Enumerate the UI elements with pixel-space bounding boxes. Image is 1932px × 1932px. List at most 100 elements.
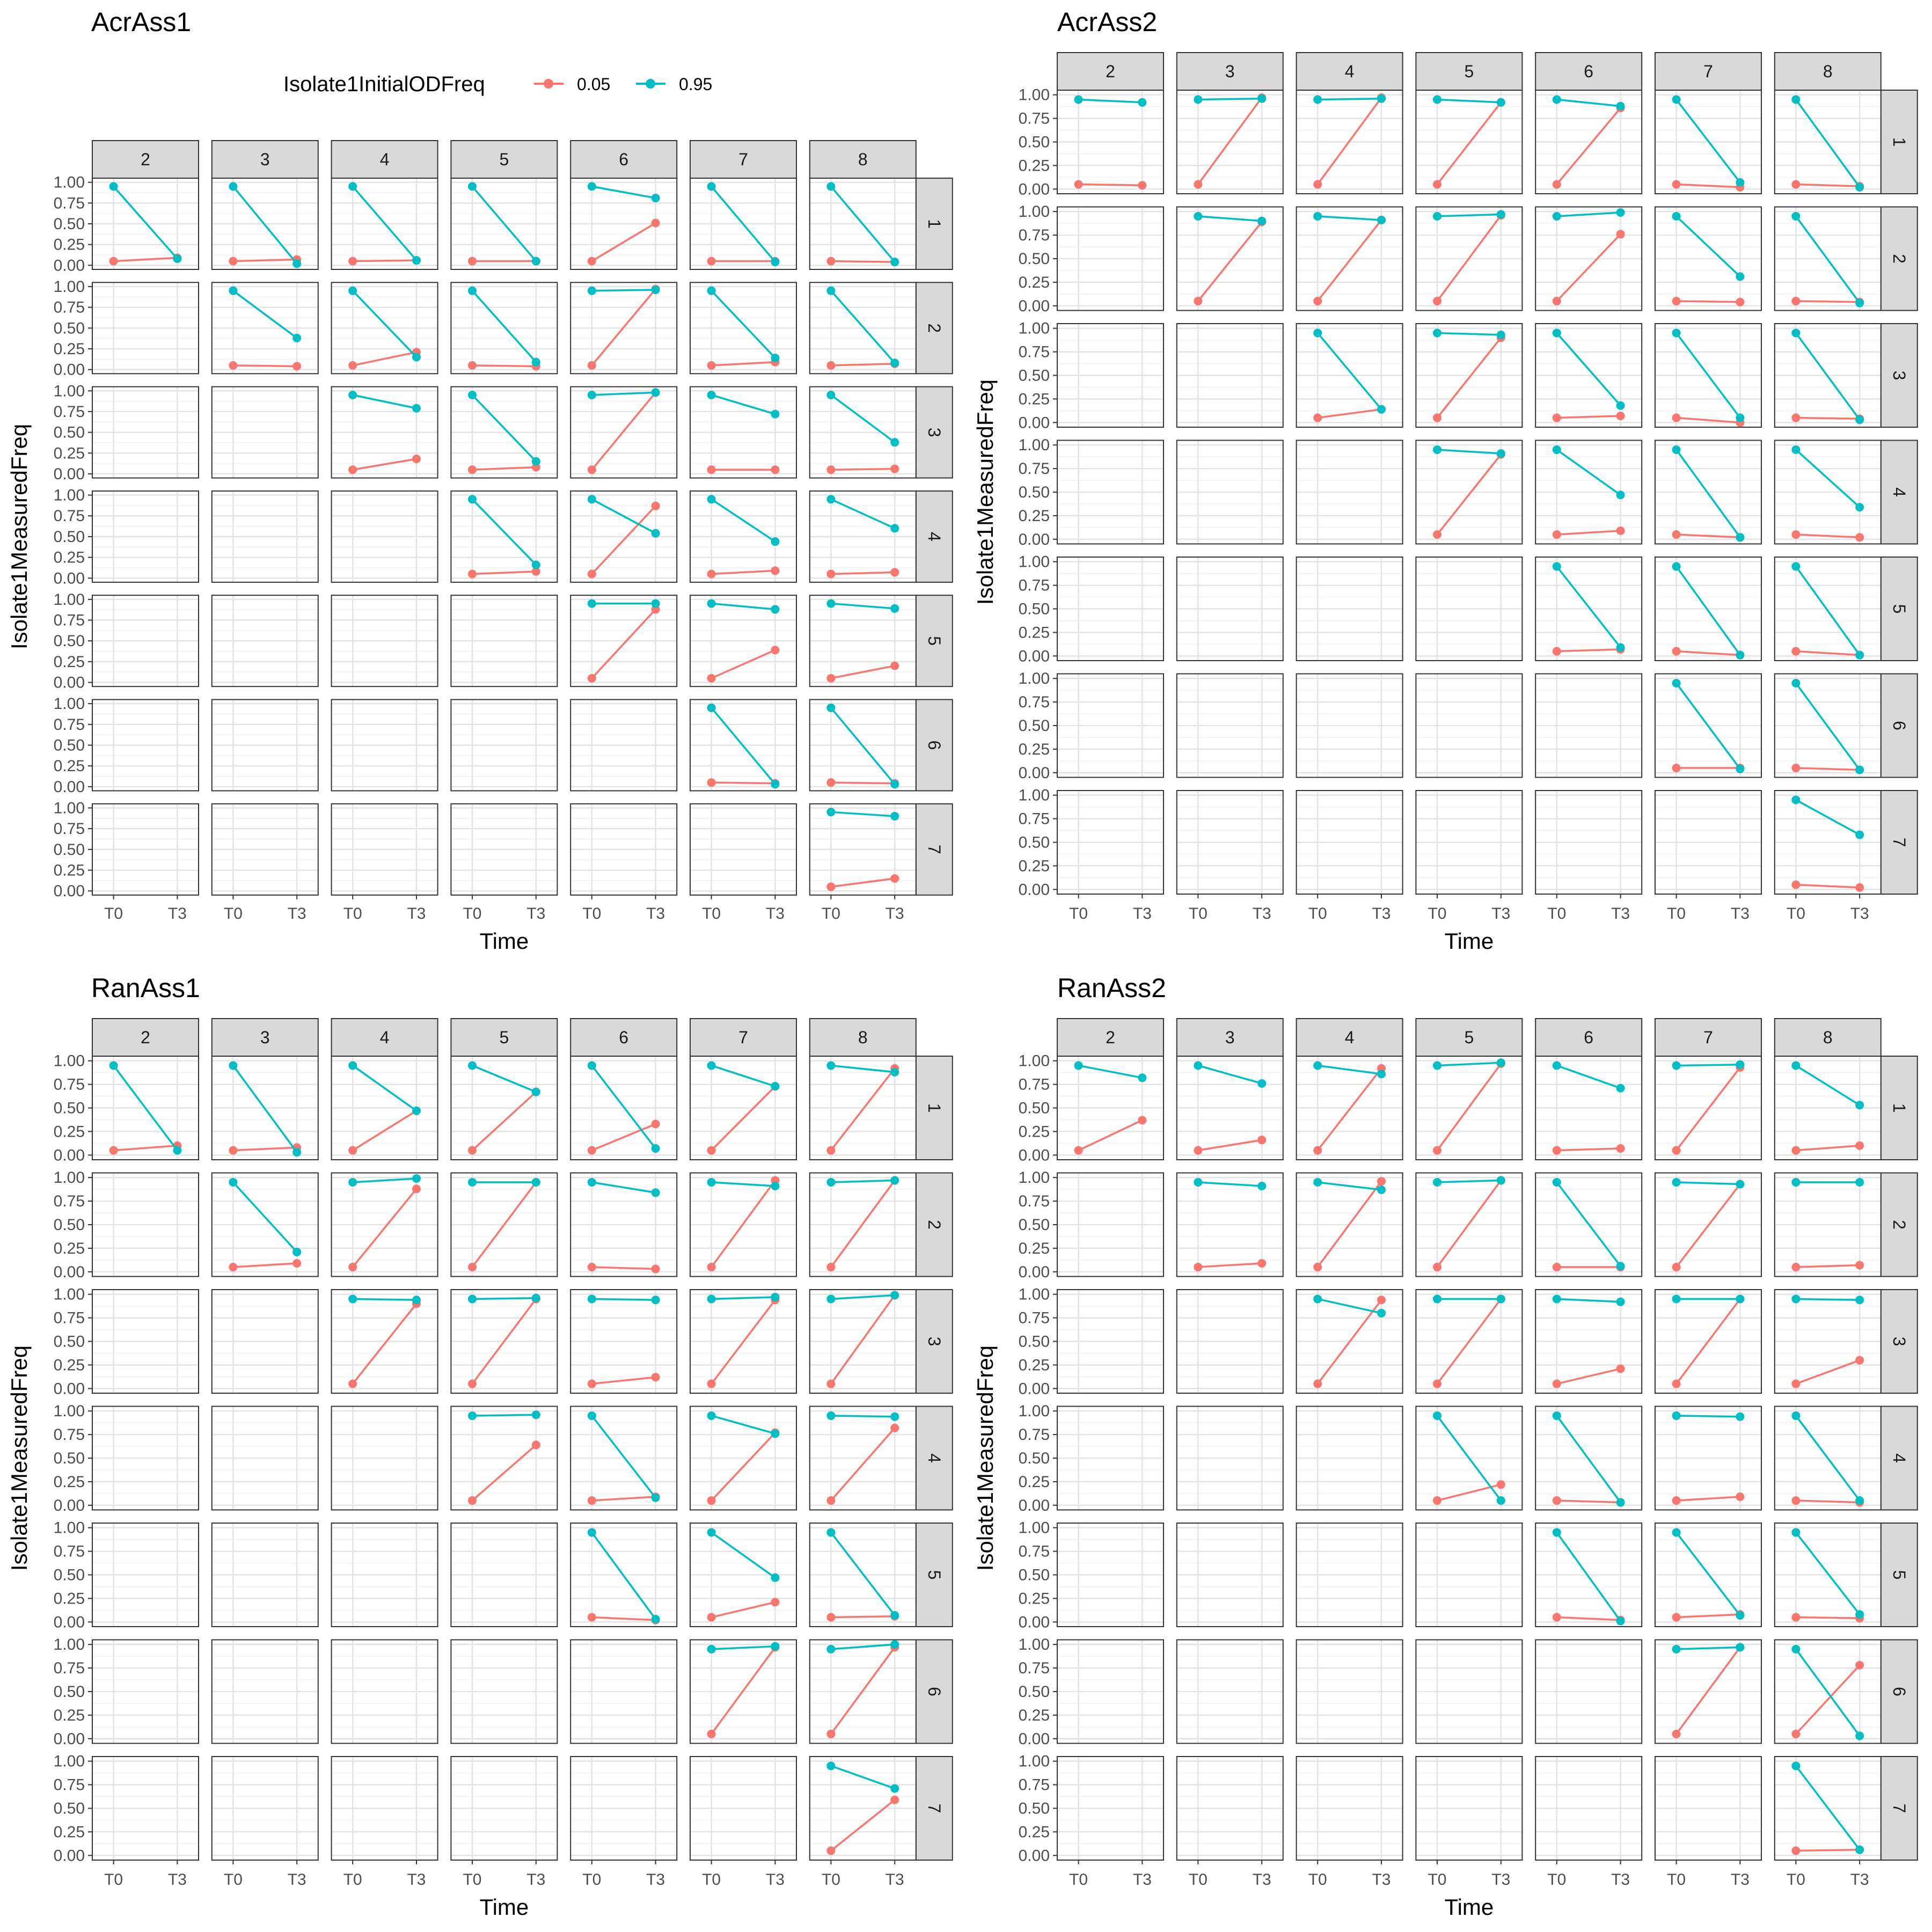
legend-label-low: 0.05 bbox=[577, 75, 610, 94]
data-point-high-T0 bbox=[229, 182, 238, 191]
y-tick-label: 1.00 bbox=[54, 1402, 85, 1420]
series-line-low bbox=[591, 222, 656, 262]
data-point-low-T0 bbox=[707, 569, 716, 579]
y-tick-label: 0.00 bbox=[1019, 1263, 1050, 1281]
col-strip-label-4: 4 bbox=[1345, 62, 1355, 81]
series-line-low bbox=[352, 458, 417, 471]
x-tick-label: T3 bbox=[168, 905, 187, 923]
data-point-low-T0 bbox=[587, 569, 596, 579]
y-tick-label: 1.00 bbox=[1019, 1169, 1050, 1187]
y-tick-label: 0.00 bbox=[1019, 647, 1050, 665]
series-line-low bbox=[472, 364, 536, 368]
panel-border bbox=[1535, 790, 1643, 895]
y-tick-label: 0.00 bbox=[1019, 1730, 1050, 1748]
y-tick-label: 0.00 bbox=[54, 1847, 85, 1864]
panel-series-r4-c5 bbox=[1433, 445, 1505, 539]
y-tick-label: 1.00 bbox=[1019, 436, 1050, 454]
panel-r1-c3 bbox=[1176, 1056, 1284, 1160]
row-strip-label-6: 6 bbox=[925, 1687, 944, 1696]
data-point-high-T0 bbox=[1552, 1294, 1561, 1304]
y-tick-label: 1.00 bbox=[1019, 1636, 1050, 1653]
panel-series-r1-c2 bbox=[1074, 1061, 1147, 1155]
row-strip-label-3: 3 bbox=[1890, 371, 1909, 380]
data-point-low-T0 bbox=[1672, 1496, 1681, 1505]
col-strip-3 bbox=[1176, 52, 1284, 91]
data-point-low-T0 bbox=[1672, 297, 1681, 306]
data-point-low-T0 bbox=[707, 1146, 716, 1155]
panel-r4-c7 bbox=[690, 1406, 797, 1511]
series-line-high bbox=[113, 186, 178, 260]
panel-series-r1-c8 bbox=[1791, 95, 1864, 192]
panel-series-r1-c4 bbox=[348, 182, 421, 266]
y-tick-label: 1.00 bbox=[54, 591, 85, 609]
panel-r6-c6 bbox=[1535, 1639, 1643, 1744]
x-tick-label: T0 bbox=[1547, 905, 1566, 923]
data-point-low-T0 bbox=[587, 674, 596, 683]
y-tick-label: 0.50 bbox=[1019, 1683, 1050, 1701]
data-point-high-T3 bbox=[1138, 98, 1147, 107]
data-point-low-T0 bbox=[707, 1730, 716, 1739]
data-point-low-T0 bbox=[1433, 413, 1441, 422]
panel-r7-c5: T0 T3 bbox=[450, 1756, 558, 1889]
data-point-high-T0 bbox=[1672, 562, 1681, 571]
row-strip-1 bbox=[915, 178, 953, 270]
series-line-low bbox=[1556, 530, 1621, 536]
panel-series-r6-c8 bbox=[1791, 678, 1864, 774]
data-point-low-T3 bbox=[890, 874, 899, 883]
panel-series-r2-c4 bbox=[1313, 211, 1386, 306]
data-point-high-T0 bbox=[1433, 95, 1441, 104]
panel-border bbox=[1655, 323, 1762, 428]
y-tick-label: 0.00 bbox=[1019, 297, 1050, 315]
x-tick-label: T3 bbox=[168, 1871, 187, 1889]
panel-border bbox=[1176, 90, 1284, 194]
x-tick-label: T3 bbox=[885, 1871, 904, 1889]
panel-border bbox=[1774, 206, 1882, 311]
series-line-high bbox=[1318, 97, 1382, 101]
data-point-high-T3 bbox=[1736, 1180, 1745, 1189]
y-tick-label: 0.75 bbox=[54, 716, 85, 734]
col-strip-6 bbox=[1535, 52, 1643, 91]
panel-border bbox=[211, 1523, 319, 1627]
series-line-low bbox=[711, 1432, 776, 1502]
data-point-low-T0 bbox=[587, 1146, 596, 1155]
panel-border bbox=[450, 1289, 558, 1394]
series-line-high bbox=[472, 1064, 537, 1093]
y-tick-label: 0.75 bbox=[54, 299, 85, 317]
row-strip-7 bbox=[915, 803, 953, 896]
data-point-low-T0 bbox=[1194, 1146, 1203, 1155]
series-line-high bbox=[1197, 1064, 1262, 1085]
data-point-high-T3 bbox=[1616, 643, 1625, 652]
x-tick-label: T3 bbox=[1731, 1871, 1750, 1889]
series-line-low bbox=[1796, 883, 1860, 889]
series-line-low bbox=[1316, 1181, 1382, 1268]
col-strip-label-4: 4 bbox=[1345, 1028, 1355, 1047]
data-point-low-T0 bbox=[1313, 1146, 1322, 1155]
panel-r6-c6 bbox=[570, 1639, 678, 1744]
y-tick-label: 0.00 bbox=[1019, 1847, 1050, 1864]
panel-series-r5-c7 bbox=[1672, 562, 1745, 660]
y-tick-label: 0.50 bbox=[1019, 1800, 1050, 1818]
panel-series-r4-c8 bbox=[826, 1411, 899, 1505]
panel-border bbox=[690, 1639, 797, 1744]
panel-border bbox=[1655, 1639, 1762, 1744]
panel-series-r2-c8 bbox=[826, 1176, 899, 1272]
series-line-high bbox=[1676, 1646, 1740, 1650]
data-point-high-T3 bbox=[1616, 1297, 1625, 1306]
data-point-low-T3 bbox=[651, 1373, 660, 1382]
row-strip-3 bbox=[915, 1289, 953, 1394]
panel-r1-c5 bbox=[450, 1056, 558, 1160]
panel-r2-c2: 0.00 0.25 0.50 0.75 1.00 bbox=[54, 1169, 199, 1281]
series-line-low bbox=[711, 1299, 776, 1385]
data-point-low-T0 bbox=[826, 1496, 836, 1505]
y-tick-label: 0.25 bbox=[54, 757, 85, 775]
data-point-high-T0 bbox=[348, 1177, 357, 1187]
series-line-high bbox=[591, 289, 656, 292]
panel-border bbox=[1535, 557, 1643, 661]
series-line-low bbox=[113, 257, 178, 262]
series-line-high bbox=[113, 1065, 178, 1151]
panel-r4-c3 bbox=[1176, 1406, 1284, 1511]
panel-r6-c4 bbox=[1296, 1639, 1403, 1744]
data-point-high-T0 bbox=[1074, 1061, 1083, 1070]
panel-border bbox=[331, 386, 438, 479]
panel-r4-c7 bbox=[1655, 1406, 1762, 1511]
